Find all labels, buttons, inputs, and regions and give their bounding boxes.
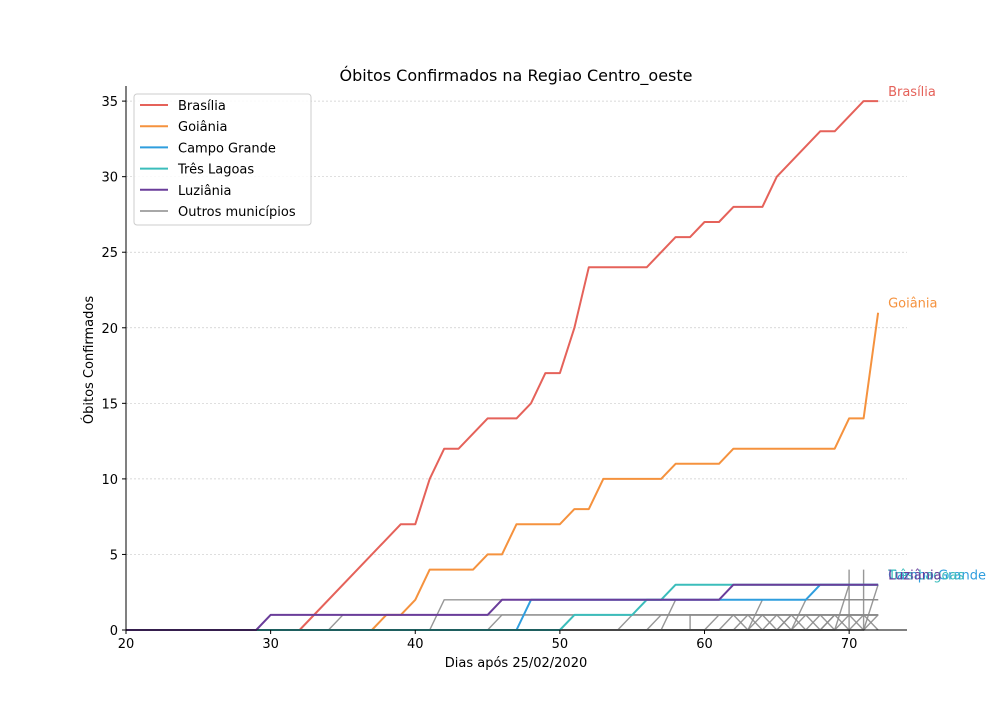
series-line <box>126 100 879 631</box>
legend-entry: Brasília <box>178 99 226 114</box>
series-end-label: Luziânia <box>888 569 941 584</box>
series-end-label: Três Lagoas <box>887 569 964 584</box>
series-line <box>126 583 879 631</box>
other-municipality-line <box>126 584 879 631</box>
x-tick-label: 30 <box>262 637 279 652</box>
y-tick-label: 25 <box>101 246 118 261</box>
series-end-label: Campo Grande <box>888 569 986 584</box>
y-tick-label: 20 <box>101 322 118 337</box>
series-line <box>126 312 880 631</box>
series-line <box>126 583 879 631</box>
chart-title: Óbitos Confirmados na Regiao Centro_oest… <box>340 66 693 86</box>
y-tick-label: 5 <box>110 548 118 563</box>
y-tick-label: 15 <box>101 397 118 412</box>
legend-entry: Outros municípios <box>178 205 296 220</box>
series-end-label: Brasília <box>888 85 936 100</box>
legend-entry: Goiânia <box>178 120 227 135</box>
legend-box <box>133 93 312 226</box>
other-municipality-line <box>126 613 879 632</box>
other-municipality-line <box>126 584 879 631</box>
x-tick-label: 60 <box>696 637 713 652</box>
y-tick-label: 0 <box>110 624 118 639</box>
y-tick-label: 10 <box>101 473 118 488</box>
x-tick-label: 20 <box>118 637 135 652</box>
x-axis-label: Dias após 25/02/2020 <box>445 656 588 671</box>
legend-entry: Três Lagoas <box>177 163 254 178</box>
x-tick-label: 40 <box>407 637 424 652</box>
series-end-label: Goiânia <box>888 297 937 312</box>
series-line <box>126 583 879 631</box>
y-tick-label: 30 <box>101 171 118 186</box>
x-tick-label: 70 <box>841 637 858 652</box>
x-tick-label: 50 <box>552 637 569 652</box>
y-tick-label: 35 <box>101 95 118 110</box>
legend-entry: Luziânia <box>178 184 231 199</box>
y-axis-label: Óbitos Confirmados <box>81 296 97 424</box>
legend-entry: Campo Grande <box>178 141 276 156</box>
axes: 20 30 40 50 60 70 0 5 10 15 20 25 30 35 <box>101 86 907 652</box>
legend: Brasília Goiânia Campo Grande Três Lagoas Lu… <box>133 93 312 226</box>
